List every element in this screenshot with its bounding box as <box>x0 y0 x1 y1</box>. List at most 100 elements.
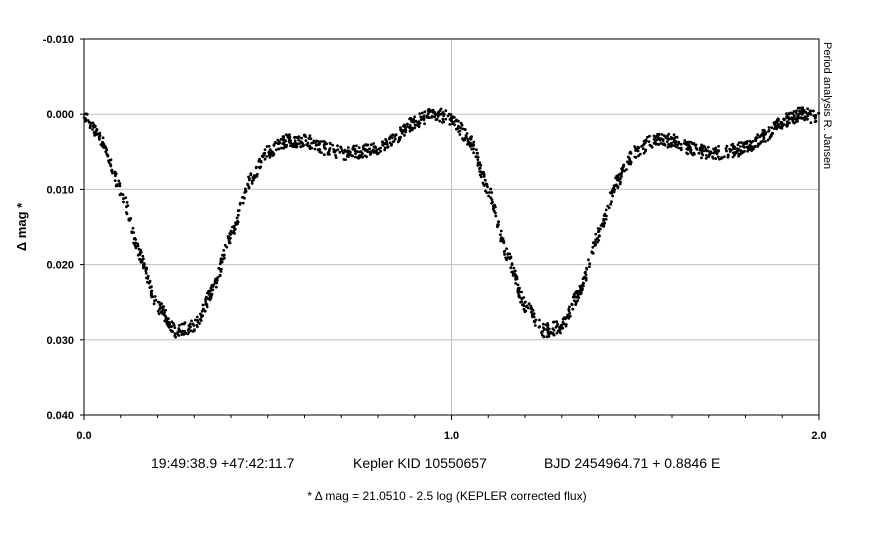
data-point <box>620 170 624 173</box>
data-point <box>216 276 220 279</box>
data-point <box>578 284 582 288</box>
data-point <box>695 148 699 151</box>
data-point <box>685 143 689 147</box>
data-point <box>140 260 144 264</box>
data-point <box>247 175 250 179</box>
data-point <box>487 194 490 198</box>
data-point <box>322 144 326 148</box>
data-point <box>476 155 480 159</box>
data-point <box>748 144 751 148</box>
data-point <box>283 143 287 147</box>
data-point <box>125 201 129 204</box>
data-point <box>689 148 693 152</box>
data-point <box>98 138 101 141</box>
data-point <box>448 118 452 121</box>
data-point <box>295 145 298 149</box>
data-point <box>466 138 470 141</box>
data-point <box>306 141 310 145</box>
data-point <box>261 155 265 159</box>
data-point <box>625 168 628 171</box>
data-point <box>508 252 512 256</box>
x-tick-label: 0.0 <box>76 430 91 442</box>
data-point <box>366 143 370 147</box>
data-point <box>604 208 608 212</box>
data-point <box>450 116 454 120</box>
data-point <box>233 232 236 235</box>
data-point <box>223 243 227 247</box>
data-point <box>702 144 706 148</box>
data-point <box>782 117 786 121</box>
data-point <box>423 114 426 118</box>
data-point <box>729 148 733 152</box>
data-point <box>628 157 631 161</box>
footnote: * Δ mag = 21.0510 - 2.5 log (KEPLER corr… <box>307 489 586 503</box>
data-point <box>368 147 371 151</box>
data-point <box>520 297 523 300</box>
data-point <box>555 320 559 324</box>
data-point <box>158 303 162 307</box>
data-point <box>619 177 622 181</box>
data-point <box>244 187 247 191</box>
data-point <box>802 111 805 114</box>
data-point <box>620 175 623 178</box>
data-point <box>132 241 136 245</box>
data-point <box>316 143 320 146</box>
data-point <box>312 139 316 143</box>
data-point <box>604 217 608 221</box>
data-point <box>449 113 453 116</box>
data-point <box>403 134 406 137</box>
data-point <box>594 238 598 242</box>
data-point <box>614 176 617 180</box>
data-point <box>417 122 421 125</box>
data-point <box>383 142 387 146</box>
y-tick-label: 0.010 <box>46 184 74 196</box>
data-point <box>520 290 523 294</box>
data-point <box>342 158 346 161</box>
data-point <box>761 129 765 132</box>
data-point <box>806 117 809 121</box>
data-point <box>461 127 465 131</box>
data-point <box>145 267 149 271</box>
data-point <box>813 116 817 120</box>
data-point <box>307 137 311 140</box>
data-point <box>514 275 517 279</box>
data-point <box>705 154 708 157</box>
data-point <box>538 318 541 322</box>
data-point <box>372 151 376 154</box>
data-point <box>706 145 710 149</box>
data-point <box>744 142 748 145</box>
data-point <box>347 146 350 149</box>
data-point <box>754 144 757 148</box>
data-point <box>608 191 612 195</box>
data-point <box>657 143 661 146</box>
data-point <box>479 170 483 174</box>
data-point <box>764 140 767 143</box>
data-point <box>354 152 357 156</box>
data-point <box>660 133 664 136</box>
data-point <box>131 226 135 230</box>
data-point <box>442 112 446 116</box>
data-point <box>522 307 526 311</box>
data-point <box>808 111 812 115</box>
data-point <box>698 146 702 150</box>
data-point <box>138 252 142 256</box>
data-point <box>398 138 402 142</box>
data-point <box>369 143 373 147</box>
caption-kepler-id: Kepler KID 10550657 <box>353 455 487 471</box>
data-point <box>289 141 293 145</box>
data-point <box>328 152 331 156</box>
data-point <box>601 222 604 226</box>
data-point <box>555 324 559 328</box>
data-point <box>653 140 657 144</box>
data-point <box>193 328 196 332</box>
data-point <box>767 126 771 129</box>
data-point <box>770 132 774 136</box>
data-point <box>347 155 350 159</box>
data-point <box>588 265 591 268</box>
data-point <box>672 140 676 144</box>
data-point <box>334 154 337 157</box>
data-point <box>603 221 607 225</box>
data-point <box>156 300 160 304</box>
data-point <box>509 266 513 270</box>
data-point <box>731 155 735 159</box>
